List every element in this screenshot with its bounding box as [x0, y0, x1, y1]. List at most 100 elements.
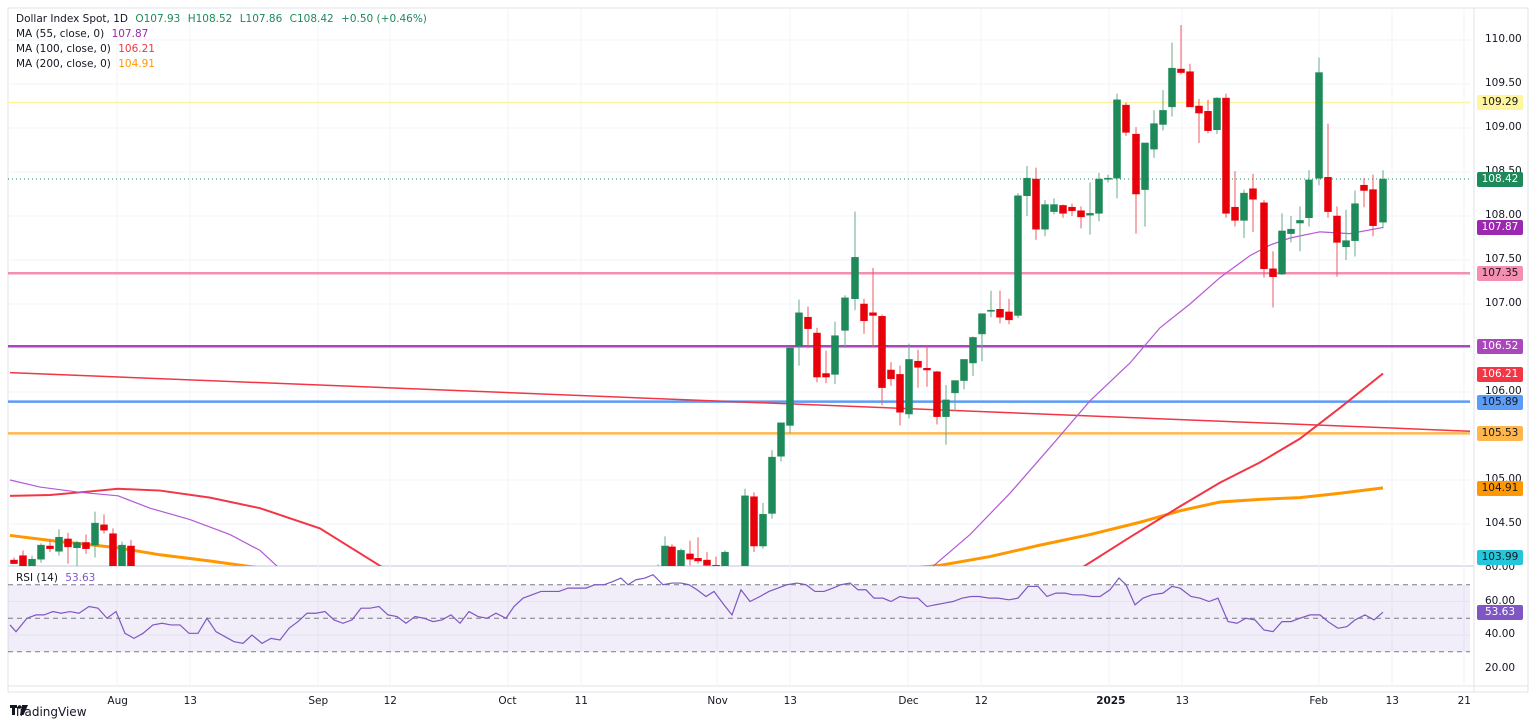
candle: [127, 545, 135, 566]
candle: [759, 514, 767, 547]
candle: [996, 309, 1004, 318]
ma100-line[interactable]: [9, 372, 1384, 569]
candle: [1141, 142, 1149, 190]
candle: [1287, 228, 1295, 234]
ma100-label: MA (100, close, 0): [16, 43, 111, 55]
candle: [1260, 202, 1268, 270]
candle: [822, 373, 830, 378]
candle: [1014, 195, 1022, 316]
main-pane[interactable]: [8, 25, 1480, 572]
ma200-label: MA (200, close, 0): [16, 58, 111, 70]
candle: [869, 312, 877, 316]
price-axis-tick: 107.00: [1485, 297, 1522, 309]
rsi-axis-tick: 60.00: [1485, 594, 1516, 607]
candle: [100, 524, 108, 531]
ma200-line[interactable]: [9, 486, 1384, 569]
time-axis-tick: 13: [783, 695, 797, 707]
price-tag-ma200: 104.91: [1477, 480, 1523, 496]
rsi-legend[interactable]: RSI (14) 53.63: [16, 572, 95, 584]
candle: [1068, 206, 1076, 211]
candle: [777, 422, 785, 457]
candle: [786, 347, 794, 426]
low-value: L107.86: [239, 13, 283, 25]
candle: [887, 369, 895, 380]
price-axis-tick: 109.00: [1485, 121, 1522, 133]
time-axis-tick: 2025: [1096, 695, 1126, 707]
candle: [1177, 68, 1185, 73]
candle: [1132, 133, 1140, 195]
ma100-value: 106.21: [118, 43, 155, 55]
ma200-legend[interactable]: MA (200, close, 0) 104.91: [16, 57, 431, 72]
candle: [73, 542, 81, 549]
rsi-value: 53.63: [65, 572, 96, 584]
candle: [951, 380, 959, 394]
candle: [1113, 99, 1121, 179]
candle: [804, 316, 812, 329]
price-axis-tick: 108.00: [1485, 209, 1522, 221]
chart-legend: Dollar Index Spot, 1D O107.93 H108.52 L1…: [16, 12, 431, 72]
candle: [813, 332, 821, 378]
candle: [1324, 177, 1332, 212]
candle: [1005, 311, 1013, 321]
candle: [1086, 213, 1094, 216]
ma100-legend[interactable]: MA (100, close, 0) 106.21: [16, 42, 431, 57]
candle: [1095, 178, 1103, 214]
candle: [1186, 71, 1194, 108]
rsi-pane[interactable]: [8, 573, 1470, 653]
candle: [55, 536, 63, 552]
candle: [860, 303, 868, 321]
candle: [1050, 204, 1058, 212]
time-axis-tick: Sep: [308, 695, 329, 707]
rsi-axis-tick: 20.00: [1485, 661, 1516, 674]
price-axis-tick: 107.50: [1485, 253, 1522, 265]
ma55-legend[interactable]: MA (55, close, 0) 107.87: [16, 27, 431, 42]
rsi-label: RSI (14): [16, 572, 58, 584]
time-axis-tick: Nov: [707, 695, 728, 707]
tradingview-brand: TradingView: [14, 705, 87, 719]
candle: [1360, 184, 1368, 191]
high-value: H108.52: [187, 13, 233, 25]
candle: [91, 522, 99, 546]
candle: [1379, 178, 1387, 223]
ma55-line[interactable]: [9, 226, 1384, 568]
price-tag-last-price: 108.42: [1477, 172, 1523, 188]
candle: [1195, 105, 1203, 114]
candle: [677, 550, 685, 566]
candle: [1077, 210, 1085, 218]
price-tag-ma55: 107.87: [1477, 220, 1523, 236]
candle: [960, 359, 968, 381]
candle: [1351, 203, 1359, 241]
trendline[interactable]: [9, 371, 1480, 432]
candle: [1041, 204, 1049, 230]
candle: [1240, 192, 1248, 221]
time-axis-tick: Aug: [107, 695, 128, 707]
candle: [1213, 97, 1221, 131]
candle: [1168, 67, 1176, 108]
rsi-axis-tick: 40.00: [1485, 628, 1516, 640]
symbol-label[interactable]: Dollar Index Spot, 1D: [16, 13, 128, 25]
candle: [841, 297, 849, 331]
candle: [1296, 220, 1304, 224]
candles[interactable]: [10, 25, 1387, 572]
time-axis-tick: Oct: [498, 695, 517, 707]
tradingview-footer[interactable]: TradingView: [10, 705, 87, 719]
candle: [750, 496, 758, 547]
candle: [1369, 189, 1377, 226]
time-axis-tick: 12: [974, 695, 988, 707]
candle: [668, 546, 676, 566]
price-axis-tick: 110.00: [1485, 33, 1522, 45]
candle: [969, 337, 977, 364]
price-axis-tick: 104.50: [1485, 517, 1522, 529]
candle: [703, 559, 711, 566]
candle: [923, 367, 931, 371]
candle: [942, 399, 950, 417]
candle: [1104, 177, 1112, 180]
close-value: C108.42: [289, 13, 334, 25]
price-tag-resistance-109-29: 109.29: [1477, 95, 1523, 111]
candle: [1222, 97, 1230, 214]
price-tag-level-103-99: 103.99: [1477, 550, 1523, 565]
candle: [1333, 215, 1341, 243]
time-axis-tick: 11: [574, 695, 588, 707]
